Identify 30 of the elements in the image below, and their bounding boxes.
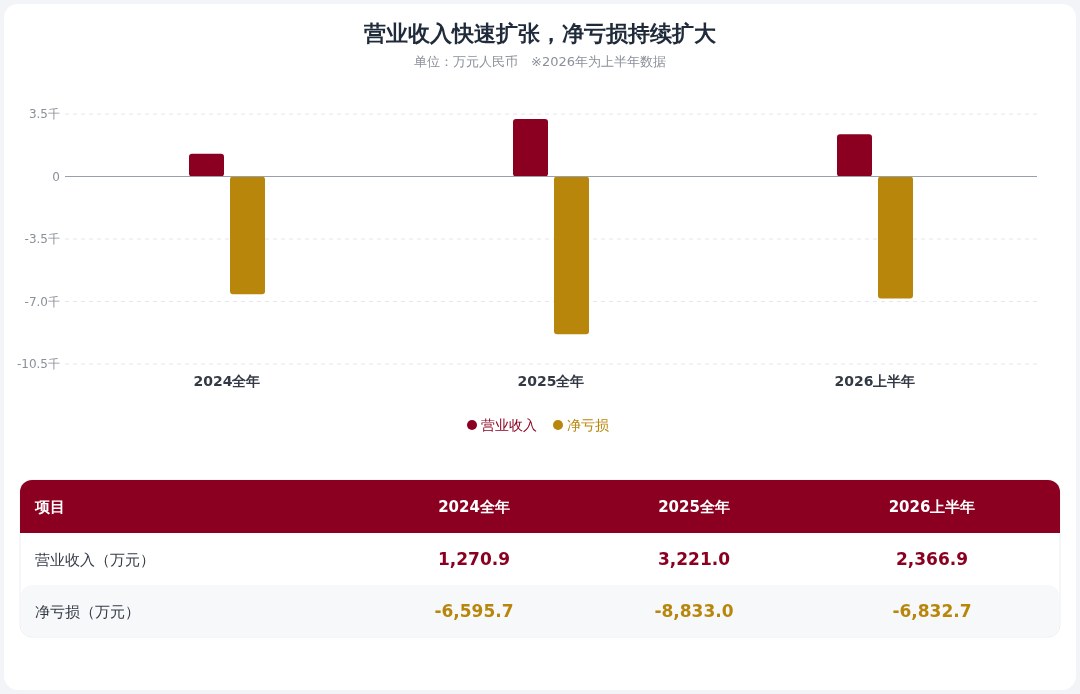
- data-label: -8,833.0: [654, 601, 734, 621]
- series-label: 净亏损（万元）: [35, 603, 140, 621]
- x-tick-label: 2024全年: [193, 373, 261, 389]
- legend-label: 营业收入: [481, 417, 537, 433]
- category-label: 2024全年: [438, 498, 510, 516]
- x-tick-label: 2026上半年: [834, 373, 916, 389]
- data-label: 3,221.0: [657, 549, 731, 569]
- chart-title: 营业收入快速扩张，净亏损持续扩大: [363, 21, 717, 46]
- bar: [878, 176, 913, 299]
- y-tick-label: -10.5千: [16, 357, 60, 371]
- y-tick-label: -3.5千: [24, 232, 60, 246]
- category-label: 2026上半年: [888, 498, 976, 516]
- bar: [189, 153, 224, 177]
- x-tick-label: 2025全年: [517, 373, 585, 389]
- y-tick-label: -7.0千: [24, 294, 60, 309]
- data-label: -6,595.7: [434, 601, 514, 621]
- data-label: 1,270.9: [437, 549, 511, 569]
- text: 项目: [34, 498, 65, 516]
- bar: [837, 134, 872, 177]
- bar: [230, 176, 265, 295]
- data-label: 2,366.9: [895, 549, 969, 569]
- series-label: 营业收入（万元）: [35, 551, 155, 569]
- bar: [513, 118, 548, 177]
- bar: [554, 176, 589, 335]
- legend-label: 净亏损: [567, 417, 609, 433]
- data-label: -6,832.7: [892, 601, 972, 621]
- y-tick-label: 3.5千: [28, 107, 60, 121]
- y-tick-label: 0: [52, 169, 60, 184]
- chart-subtitle: 单位：万元人民币 ※2026年为上半年数据: [414, 54, 666, 69]
- category-label: 2025全年: [658, 498, 730, 516]
